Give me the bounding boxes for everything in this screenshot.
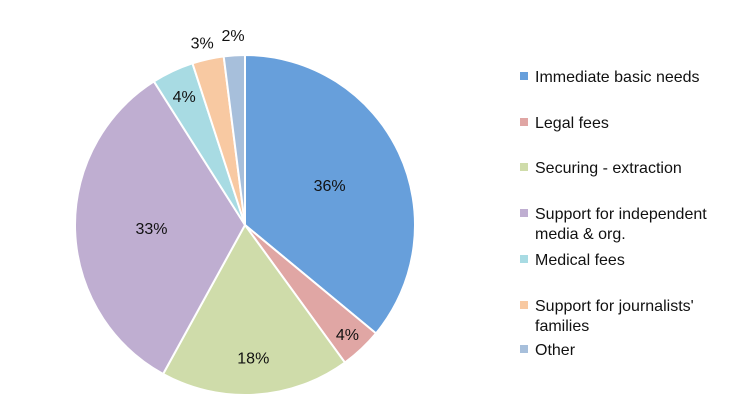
legend-item-1: Immediate basic needs (520, 69, 700, 86)
legend-item-3: Securing - extraction (520, 160, 682, 177)
slice-value-label-6: 3% (191, 36, 214, 53)
legend-swatch-5 (520, 255, 528, 263)
legend: Immediate basic needs Legal fees Securing … (520, 69, 707, 359)
legend-swatch-2 (520, 118, 528, 126)
legend-label-5: Medical fees (535, 252, 625, 269)
legend-item-7: Other (520, 342, 576, 359)
legend-swatch-4 (520, 209, 528, 217)
legend-label-6: Support for journalists' families (535, 298, 694, 335)
slice-value-label-4: 33% (135, 221, 167, 238)
legend-label-2: Legal fees (535, 115, 609, 132)
legend-item-6: Support for journalists' families (520, 298, 694, 335)
legend-label-7: Other (535, 342, 576, 359)
legend-label-3: Securing - extraction (535, 160, 682, 177)
pie-slice-7 (222, 54, 246, 226)
slice-value-label-2: 4% (336, 327, 359, 344)
legend-label-4: Support for independent media & org. (535, 206, 707, 243)
legend-swatch-7 (520, 345, 528, 353)
legend-swatch-1 (520, 72, 528, 80)
legend-swatch-6 (520, 301, 528, 309)
pie-slice-3 (162, 224, 346, 396)
pie-slice-1 (244, 54, 417, 335)
slice-value-label-3: 18% (237, 350, 269, 367)
pie-value-labels: 36% 4% 18% 33% 4% 3% 2% (135, 28, 358, 367)
legend-label-1: Immediate basic needs (535, 69, 700, 86)
pie-slices (73, 54, 417, 396)
slice-value-label-7: 2% (221, 28, 244, 45)
legend-swatch-3 (520, 163, 528, 171)
slice-value-label-5: 4% (173, 89, 196, 106)
legend-item-2: Legal fees (520, 115, 609, 132)
legend-item-5: Medical fees (520, 252, 625, 269)
legend-item-4: Support for independent media & org. (520, 206, 707, 243)
slice-value-label-1: 36% (314, 178, 346, 195)
pie-slice-4 (73, 80, 246, 375)
